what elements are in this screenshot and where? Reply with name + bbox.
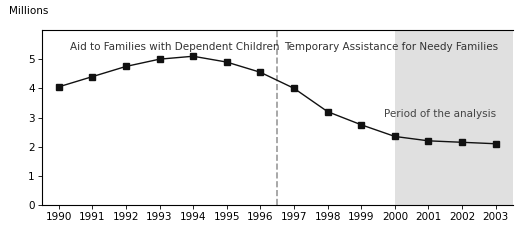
Bar	[395, 30, 513, 205]
Text: Millions: Millions	[9, 6, 48, 16]
Text: Period of the analysis: Period of the analysis	[383, 109, 496, 119]
Text: Aid to Families with Dependent Children: Aid to Families with Dependent Children	[70, 42, 280, 52]
Text: Temporary Assistance for Needy Families: Temporary Assistance for Needy Families	[285, 42, 498, 52]
